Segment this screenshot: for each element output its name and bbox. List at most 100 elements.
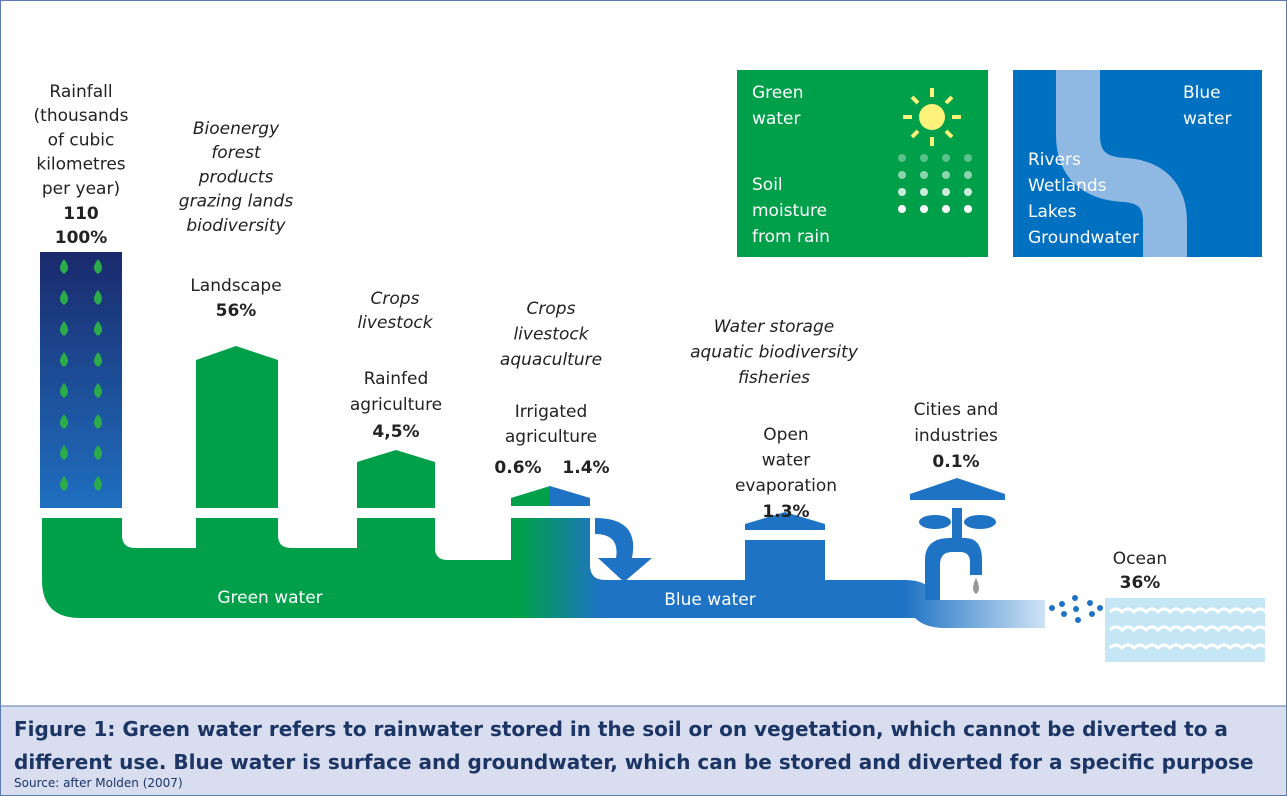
soil-dot (964, 171, 972, 179)
raindrop (60, 290, 68, 305)
open-water-arrow (745, 512, 825, 530)
cities-percent: 0.1% (932, 452, 979, 472)
soil-dot (898, 154, 906, 162)
soil-dot (964, 188, 972, 196)
green-panel-text: Soil (752, 175, 783, 195)
irrigated-name: Irrigated (515, 402, 588, 422)
ocean-name: Ocean (1113, 549, 1167, 569)
raindrop (60, 414, 68, 429)
blue-panel-text: Wetlands (1028, 176, 1107, 196)
open-water-percent: 1.3% (762, 502, 809, 522)
rainfall-column (40, 252, 122, 508)
landscape-uses: products (198, 167, 274, 187)
raindrops (60, 259, 102, 491)
river (1056, 70, 1187, 257)
landscape-uses: grazing lands (179, 192, 294, 212)
landscape-name: Landscape (190, 276, 281, 296)
raindrop (94, 290, 102, 305)
soil-dot (898, 205, 906, 213)
landscape-arrow (196, 346, 278, 508)
raindrop (94, 445, 102, 460)
irrigated-name: agriculture (505, 427, 597, 447)
wave (1108, 625, 1268, 633)
open-water-uses: fisheries (738, 368, 810, 388)
soil-dot (942, 171, 950, 179)
ocean-percent: 36% (1120, 573, 1161, 593)
irrigated-uses: aquaculture (500, 350, 602, 370)
rainfed-uses: livestock (357, 313, 433, 333)
blue-panel-title: water (1183, 109, 1231, 129)
rainfall-value: 110 (63, 204, 99, 224)
raindrop (94, 476, 102, 491)
raindrop (94, 383, 102, 398)
landscape-uses: Bioenergy (193, 119, 280, 139)
green-flow-label: Green water (217, 588, 322, 608)
open-water-uses: aquatic biodiversity (690, 343, 859, 363)
rainfall-label: Rainfall (49, 82, 112, 102)
rainfall-label: of cubic (48, 130, 115, 150)
rainfed-name: agriculture (350, 395, 442, 415)
ocean-waves (1108, 607, 1268, 651)
green-panel-text: from rain (752, 227, 830, 247)
open-water-name: evaporation (735, 476, 837, 496)
raindrop (60, 445, 68, 460)
raindrop (94, 259, 102, 274)
caption: Figure 1: Green water refers to rainwate… (14, 717, 1228, 741)
cities-name: Cities and (914, 400, 999, 420)
rainfall-label: kilometres (36, 155, 125, 175)
raindrop (60, 321, 68, 336)
wave (1108, 607, 1268, 615)
green-panel-title: Green (752, 83, 803, 103)
water-drop (973, 578, 979, 594)
caption: different use. Blue water is surface and… (14, 750, 1254, 774)
blue-panel-text: Rivers (1028, 150, 1081, 170)
rainfed-name: Rainfed (364, 369, 429, 389)
irrigated-blue-percent: 1.4% (562, 458, 609, 478)
raindrop (60, 352, 68, 367)
soil-dot (964, 205, 972, 213)
rainfed-percent: 4,5% (372, 422, 419, 442)
cities-arrow (910, 478, 1005, 500)
landscape-uses: biodiversity (186, 216, 286, 236)
soil-dot (898, 171, 906, 179)
open-water-uses: Water storage (714, 317, 834, 337)
irrigated-green-arrow (511, 486, 550, 506)
source: Source: after Molden (2007) (14, 776, 183, 790)
raindrop (60, 259, 68, 274)
green-panel-title: water (752, 109, 800, 129)
soil-dot (942, 205, 950, 213)
rainfed-uses: Crops (371, 289, 420, 309)
sun (903, 88, 961, 146)
rainfall-label: per year) (42, 179, 120, 199)
soil-dot (920, 154, 928, 162)
soil-dot (920, 205, 928, 213)
cities-name: industries (914, 426, 998, 446)
blue-panel-text: Groundwater (1028, 228, 1139, 248)
soil-dot (942, 188, 950, 196)
raindrop (60, 383, 68, 398)
caption-band (1, 706, 1286, 795)
soil-dot (920, 188, 928, 196)
raindrop (60, 476, 68, 491)
soil-dot (898, 188, 906, 196)
blue-panel-title: Blue (1183, 83, 1221, 103)
ocean-dots (1049, 595, 1103, 623)
rainfed-arrow (357, 450, 435, 508)
landscape-percent: 56% (216, 301, 257, 321)
irrigated-uses: Crops (527, 299, 576, 319)
irrigated-blue-arrow (550, 486, 590, 506)
irrigated-green-percent: 0.6% (494, 458, 541, 478)
green-panel-text: moisture (752, 201, 827, 221)
water-flow (42, 518, 1045, 628)
raindrop (94, 352, 102, 367)
blue-panel-text: Lakes (1028, 202, 1077, 222)
soil-dots (898, 154, 972, 213)
soil-dot (964, 154, 972, 162)
raindrop (94, 321, 102, 336)
rainfall-percent: 100% (55, 228, 108, 248)
soil-dot (942, 154, 950, 162)
rainfall-label: (thousands (34, 106, 129, 126)
faucet (919, 508, 996, 600)
wave (1108, 643, 1268, 651)
